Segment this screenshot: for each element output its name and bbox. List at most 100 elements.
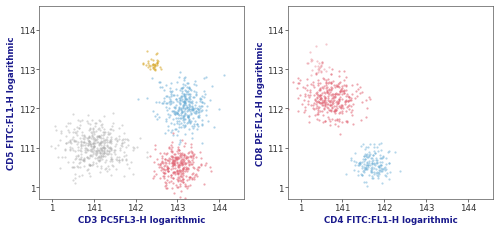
Point xyxy=(374,164,382,168)
Point xyxy=(294,82,302,85)
Point xyxy=(166,157,173,161)
Point xyxy=(164,159,172,162)
Point xyxy=(186,120,194,124)
Point xyxy=(180,104,188,108)
Point xyxy=(321,103,329,107)
Point xyxy=(172,110,180,114)
Point xyxy=(100,152,108,155)
Point xyxy=(350,164,358,167)
Point xyxy=(369,153,377,157)
Point xyxy=(150,64,158,67)
Point xyxy=(115,160,123,164)
Point xyxy=(86,153,94,157)
Point xyxy=(183,90,191,94)
Point xyxy=(162,94,170,98)
Point xyxy=(169,163,177,167)
Point xyxy=(341,99,349,103)
Point xyxy=(184,97,192,101)
Point xyxy=(96,129,104,132)
Point xyxy=(184,167,192,171)
Point xyxy=(178,90,186,94)
Point xyxy=(300,99,308,103)
Point xyxy=(98,148,106,151)
Point xyxy=(76,127,84,131)
Point xyxy=(182,110,190,114)
Point xyxy=(94,149,102,152)
Point xyxy=(178,162,186,166)
Point xyxy=(118,142,126,146)
Point xyxy=(153,62,161,65)
Point xyxy=(91,151,99,155)
Point xyxy=(308,60,316,64)
Point xyxy=(188,117,196,120)
Point xyxy=(175,163,183,167)
Point xyxy=(190,166,198,170)
Point xyxy=(52,147,60,151)
Point xyxy=(186,117,194,121)
Point xyxy=(178,114,186,117)
Point xyxy=(182,93,190,96)
Point xyxy=(335,97,343,101)
Point xyxy=(196,97,204,101)
Point xyxy=(98,149,106,152)
Point xyxy=(375,173,383,176)
Point xyxy=(336,110,344,114)
Point xyxy=(88,147,96,150)
Point xyxy=(78,131,86,134)
Point xyxy=(380,167,388,170)
Point xyxy=(96,147,104,151)
Point xyxy=(332,91,340,95)
Point xyxy=(184,116,192,120)
Point xyxy=(365,155,373,158)
Point xyxy=(150,169,158,173)
Point xyxy=(178,87,186,90)
Point xyxy=(338,103,346,107)
Point xyxy=(156,163,164,167)
Point xyxy=(362,158,370,162)
Point xyxy=(176,103,184,107)
Point xyxy=(105,147,113,151)
Point xyxy=(184,96,192,100)
Point xyxy=(174,109,182,113)
Point xyxy=(174,147,182,151)
Point xyxy=(366,167,374,170)
Point xyxy=(75,126,83,130)
Point xyxy=(102,137,110,141)
Point xyxy=(169,158,177,162)
Point xyxy=(189,108,197,112)
Point xyxy=(86,123,94,127)
Point xyxy=(340,106,347,110)
Point xyxy=(103,135,111,139)
Point xyxy=(84,135,92,139)
Point xyxy=(362,146,370,150)
Point xyxy=(100,152,108,156)
Point xyxy=(366,97,374,101)
Point xyxy=(180,125,188,128)
Point xyxy=(100,131,108,134)
Point xyxy=(368,177,376,180)
Point xyxy=(324,98,332,102)
Point xyxy=(342,110,350,114)
Point xyxy=(312,103,320,107)
Point xyxy=(198,109,206,112)
Point xyxy=(325,88,333,92)
Point xyxy=(179,157,187,161)
Point xyxy=(110,137,118,141)
Point xyxy=(179,174,187,177)
Point xyxy=(362,164,370,167)
Point xyxy=(95,155,103,158)
Point xyxy=(100,146,108,150)
Point xyxy=(301,87,309,90)
Point xyxy=(332,122,340,126)
Point xyxy=(89,141,97,145)
Point xyxy=(376,160,384,164)
Point xyxy=(150,65,158,69)
Point xyxy=(320,99,328,102)
Point xyxy=(182,118,190,121)
Point xyxy=(142,50,150,54)
Point xyxy=(77,150,85,153)
Point xyxy=(156,162,164,166)
Point xyxy=(324,93,332,96)
Point xyxy=(180,95,188,98)
Point xyxy=(101,168,109,171)
